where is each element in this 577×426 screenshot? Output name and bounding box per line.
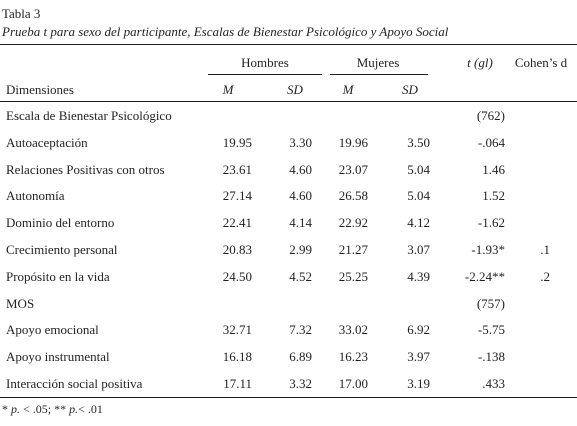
top-rule [0, 44, 577, 45]
header-m-hombres: M [222, 82, 234, 97]
header-m-mujeres: M [342, 82, 354, 97]
bottom-rule [0, 397, 577, 398]
row-label: Apoyo instrumental [6, 349, 110, 364]
hombres-underline [208, 74, 322, 75]
cell-m-mujeres: 21.27 [338, 242, 368, 257]
table-caption-label: Tabla 3 [2, 6, 41, 21]
note-p1-var: p. [11, 402, 20, 416]
cell-m-mujeres: 22.92 [338, 215, 368, 230]
header-sd-mujeres: SD [402, 82, 418, 97]
cell-sd-hombres: 2.99 [289, 242, 312, 257]
cell-sd-mujeres: 4.12 [407, 215, 430, 230]
cell-m-mujeres: 26.58 [338, 188, 368, 203]
cell-sd-hombres: 3.30 [289, 135, 312, 150]
cell-m-hombres: 22.41 [222, 215, 252, 230]
cell-t: -1.62 [477, 215, 505, 230]
row-label: MOS [6, 296, 35, 311]
cell-sd-mujeres: 5.04 [407, 162, 430, 177]
row-label: Autonomía [6, 188, 65, 203]
cell-sd-hombres: 3.32 [289, 376, 312, 391]
note-p2-rest: < .01 [78, 402, 103, 416]
table-caption-title: Prueba t para sexo del participante, Esc… [2, 24, 449, 39]
row-label: Apoyo emocional [6, 322, 99, 337]
mujeres-underline [330, 74, 428, 75]
cell-sd-hombres: 6.89 [289, 349, 312, 364]
cell-cohens-d: .1 [540, 242, 550, 257]
cell-m-hombres: 24.50 [222, 269, 252, 284]
cell-m-mujeres: 17.00 [338, 376, 368, 391]
cell-t: (757) [476, 296, 505, 311]
cell-t: -.138 [477, 349, 505, 364]
cell-cohens-d: .2 [540, 269, 550, 284]
header-dimensiones: Dimensiones [6, 82, 74, 97]
cell-sd-mujeres: 5.04 [407, 188, 430, 203]
cell-sd-hombres: 4.60 [289, 162, 312, 177]
cell-t: 1.46 [482, 162, 505, 177]
cell-sd-mujeres: 3.50 [407, 135, 430, 150]
row-label: Escala de Bienestar Psicológico [6, 108, 172, 123]
cell-m-hombres: 23.61 [222, 162, 252, 177]
cell-t: -.064 [477, 135, 505, 150]
header-sd-hombres: SD [287, 82, 303, 97]
cell-t: (762) [476, 108, 505, 123]
cell-t: -2.24** [464, 269, 505, 284]
header-t: t (gl) [467, 55, 493, 70]
cell-sd-mujeres: 4.39 [407, 269, 430, 284]
row-label: Relaciones Positivas con otros [6, 162, 165, 177]
cell-sd-mujeres: 3.19 [407, 376, 430, 391]
note-p2-mark: ** [54, 402, 70, 416]
cell-sd-mujeres: 6.92 [407, 322, 430, 337]
cell-sd-hombres: 7.32 [289, 322, 312, 337]
note-p2-var: p. [69, 402, 79, 416]
cell-sd-hombres: 4.60 [289, 188, 312, 203]
row-label: Dominio del entorno [6, 215, 115, 230]
table-note: * p. < .05; ** p.< .01 [2, 402, 103, 417]
cell-sd-mujeres: 3.97 [407, 349, 430, 364]
note-p1-rest: < .05; [20, 402, 55, 416]
cell-m-mujeres: 19.96 [338, 135, 368, 150]
header-cohens-d: Cohen’s d [514, 55, 568, 70]
cell-m-hombres: 17.11 [223, 376, 252, 391]
cell-t: .433 [482, 376, 505, 391]
cell-sd-hombres: 4.52 [289, 269, 312, 284]
header-hombres: Hombres [241, 55, 289, 70]
cell-m-hombres: 27.14 [222, 188, 252, 203]
cell-m-hombres: 16.18 [222, 349, 252, 364]
row-label: Autoaceptación [6, 135, 88, 150]
header-rule [0, 101, 577, 102]
cell-m-hombres: 20.83 [222, 242, 252, 257]
note-p1-mark: * [2, 402, 11, 416]
cell-t: -1.93* [471, 242, 505, 257]
cell-m-mujeres: 16.23 [338, 349, 368, 364]
cell-m-mujeres: 33.02 [338, 322, 368, 337]
cell-m-hombres: 32.71 [222, 322, 252, 337]
cell-t: 1.52 [482, 188, 505, 203]
cell-m-hombres: 19.95 [222, 135, 252, 150]
row-label: Propósito en la vida [6, 269, 110, 284]
cell-sd-mujeres: 3.07 [407, 242, 430, 257]
row-label: Crecimiento personal [6, 242, 118, 257]
header-mujeres: Mujeres [356, 55, 400, 70]
cell-sd-hombres: 4.14 [289, 215, 312, 230]
cell-m-mujeres: 25.25 [338, 269, 368, 284]
cell-m-mujeres: 23.07 [338, 162, 368, 177]
row-label: Interacción social positiva [6, 376, 143, 391]
cell-t: -5.75 [477, 322, 505, 337]
